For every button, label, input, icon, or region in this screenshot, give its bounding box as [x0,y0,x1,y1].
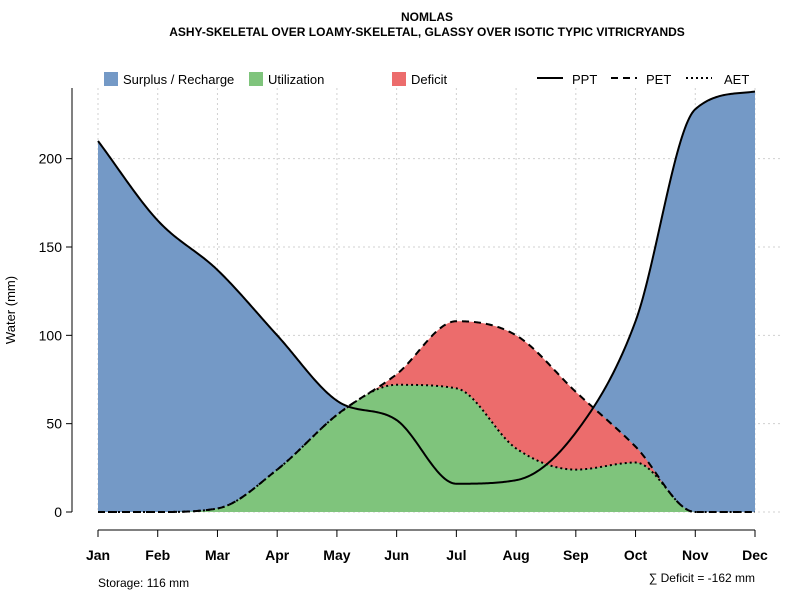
x-tick-label: Dec [742,547,768,563]
surplus-area [98,91,755,512]
deficit-annotation: ∑ Deficit = -162 mm [649,571,755,585]
legend-swatch-surplus [104,72,118,86]
utilization-area [98,384,755,512]
pet-line [98,320,755,513]
legend-label-deficit: Deficit [411,72,448,87]
x-tick-label: Sep [563,547,589,563]
aet-line [98,383,755,513]
x-tick-label: Jul [446,547,466,563]
y-tick-label: 100 [39,327,63,343]
y-tick-label: 0 [54,504,62,520]
chart-title: NOMLAS [401,10,453,24]
legend-label-surplus: Surplus / Recharge [123,72,234,87]
x-tick-label: May [323,547,350,563]
legend-label-utilization: Utilization [268,72,324,87]
x-tick-label: Mar [205,547,230,563]
line-layer [97,90,756,513]
y-tick-label: 50 [46,416,62,432]
area-layer [98,91,755,512]
x-tick-label: Aug [502,547,529,563]
y-tick-label: 200 [39,151,63,167]
legend-label-ppt: PPT [572,72,597,87]
x-tick-label: Apr [265,547,290,563]
axes: 0 50 100 150 200 Jan Feb Mar Apr May Jun Jul Aug Sep O… [39,88,768,563]
legend-swatch-deficit [392,72,406,86]
legend-label-aet: AET [724,72,749,87]
deficit-area [98,321,755,512]
x-tick-label: Oct [624,547,648,563]
chart-subtitle: ASHY-SKELETAL OVER LOAMY-SKELETAL, GLASS… [169,25,685,39]
y-axis-label: Water (mm) [3,276,18,344]
legend: Surplus / Recharge Utilization Deficit P… [104,72,749,87]
legend-label-pet: PET [646,72,671,87]
ppt-line [97,90,756,485]
legend-swatch-utilization [249,72,263,86]
x-tick-label: Feb [145,547,170,563]
x-tick-label: Jan [86,547,110,563]
storage-annotation: Storage: 116 mm [98,576,189,590]
y-tick-label: 150 [39,239,63,255]
x-tick-label: Jun [384,547,409,563]
x-tick-label: Nov [682,547,709,563]
